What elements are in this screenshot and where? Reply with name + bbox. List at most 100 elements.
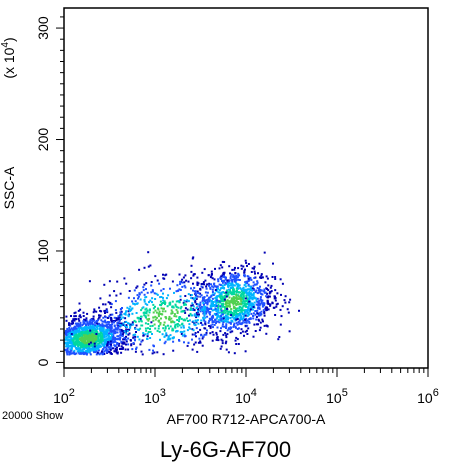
event-dot xyxy=(137,316,140,319)
event-dot xyxy=(135,346,138,349)
event-dot xyxy=(260,273,263,276)
event-dot xyxy=(250,271,253,273)
event-dot xyxy=(200,334,203,337)
event-dot xyxy=(194,314,197,317)
event-dot xyxy=(70,322,73,325)
event-dot xyxy=(111,334,113,337)
event-dot xyxy=(237,321,240,323)
event-dot xyxy=(89,324,92,327)
event-dot xyxy=(237,301,240,303)
event-dot xyxy=(215,286,218,289)
event-dot xyxy=(280,293,282,296)
event-dot xyxy=(221,305,224,308)
event-dot xyxy=(236,315,239,318)
event-dot xyxy=(86,328,89,331)
event-dot xyxy=(108,315,111,318)
y-axis-title: SSC-A xyxy=(1,166,17,209)
event-dot xyxy=(240,315,243,318)
event-dot xyxy=(190,314,193,317)
event-dot xyxy=(75,331,78,334)
event-dot xyxy=(243,321,246,324)
event-dot xyxy=(125,320,128,323)
event-dot xyxy=(153,323,156,326)
event-dot xyxy=(139,343,142,346)
event-dot xyxy=(214,289,217,291)
event-dot xyxy=(163,342,166,345)
event-dot xyxy=(143,314,146,317)
event-dot xyxy=(100,341,102,344)
event-dot xyxy=(101,334,104,337)
event-dot xyxy=(85,351,88,354)
event-dot xyxy=(227,327,230,330)
event-dot xyxy=(187,300,190,303)
event-dot xyxy=(125,343,127,346)
event-dot xyxy=(79,325,81,328)
event-dot xyxy=(181,285,184,288)
event-dot xyxy=(117,344,120,347)
event-dot xyxy=(88,326,91,329)
event-dot xyxy=(99,339,102,342)
event-dot xyxy=(138,338,141,341)
event-dot xyxy=(86,321,89,324)
event-dot xyxy=(122,322,125,325)
event-dot xyxy=(209,276,212,279)
event-dot xyxy=(245,288,248,291)
event-dot xyxy=(209,287,212,290)
event-dot xyxy=(249,308,252,311)
event-dot xyxy=(109,313,112,316)
event-dot xyxy=(158,282,161,285)
event-dot xyxy=(121,348,123,350)
event-dot xyxy=(76,347,79,350)
event-dot xyxy=(203,333,206,336)
event-dot xyxy=(176,330,179,332)
event-dot xyxy=(105,349,108,352)
event-dot xyxy=(206,291,209,294)
event-dot xyxy=(135,302,138,305)
event-dot xyxy=(183,299,186,302)
event-dot xyxy=(94,338,97,341)
event-dot xyxy=(183,303,186,306)
event-dot xyxy=(184,335,187,338)
event-dot xyxy=(241,330,244,333)
event-dot xyxy=(77,318,80,320)
event-dot xyxy=(74,322,77,325)
event-dot xyxy=(226,320,229,323)
event-dot xyxy=(134,300,137,303)
event-dot xyxy=(187,280,190,283)
event-dot xyxy=(242,297,245,300)
event-dot xyxy=(234,290,237,293)
event-dot xyxy=(87,322,90,325)
event-dot xyxy=(150,281,153,283)
event-dot xyxy=(102,330,105,333)
event-dot xyxy=(210,318,213,321)
event-dot xyxy=(89,338,92,340)
event-dot xyxy=(133,319,136,322)
event-dot xyxy=(82,321,85,324)
event-dot xyxy=(169,287,171,290)
event-dot xyxy=(108,326,111,329)
event-dot xyxy=(246,297,249,300)
event-dot xyxy=(217,278,220,281)
event-dot xyxy=(211,331,214,334)
event-dot xyxy=(73,351,76,354)
event-dot xyxy=(110,347,113,350)
event-dot xyxy=(132,302,135,305)
event-dot xyxy=(110,316,112,319)
event-dot xyxy=(235,293,238,296)
event-dot xyxy=(207,298,210,301)
event-dot xyxy=(216,299,219,302)
event-dot xyxy=(180,280,183,283)
event-dot xyxy=(229,284,232,287)
event-dot xyxy=(116,328,119,331)
event-dot xyxy=(220,318,223,321)
event-dot xyxy=(69,324,72,327)
event-dot xyxy=(151,333,153,335)
event-dot xyxy=(254,330,257,332)
event-dot xyxy=(248,292,250,295)
event-dot xyxy=(84,340,86,343)
event-dot xyxy=(216,311,219,314)
event-dot xyxy=(261,276,264,279)
event-dot xyxy=(243,269,246,272)
event-dot xyxy=(140,320,143,323)
event-dot xyxy=(199,301,202,304)
